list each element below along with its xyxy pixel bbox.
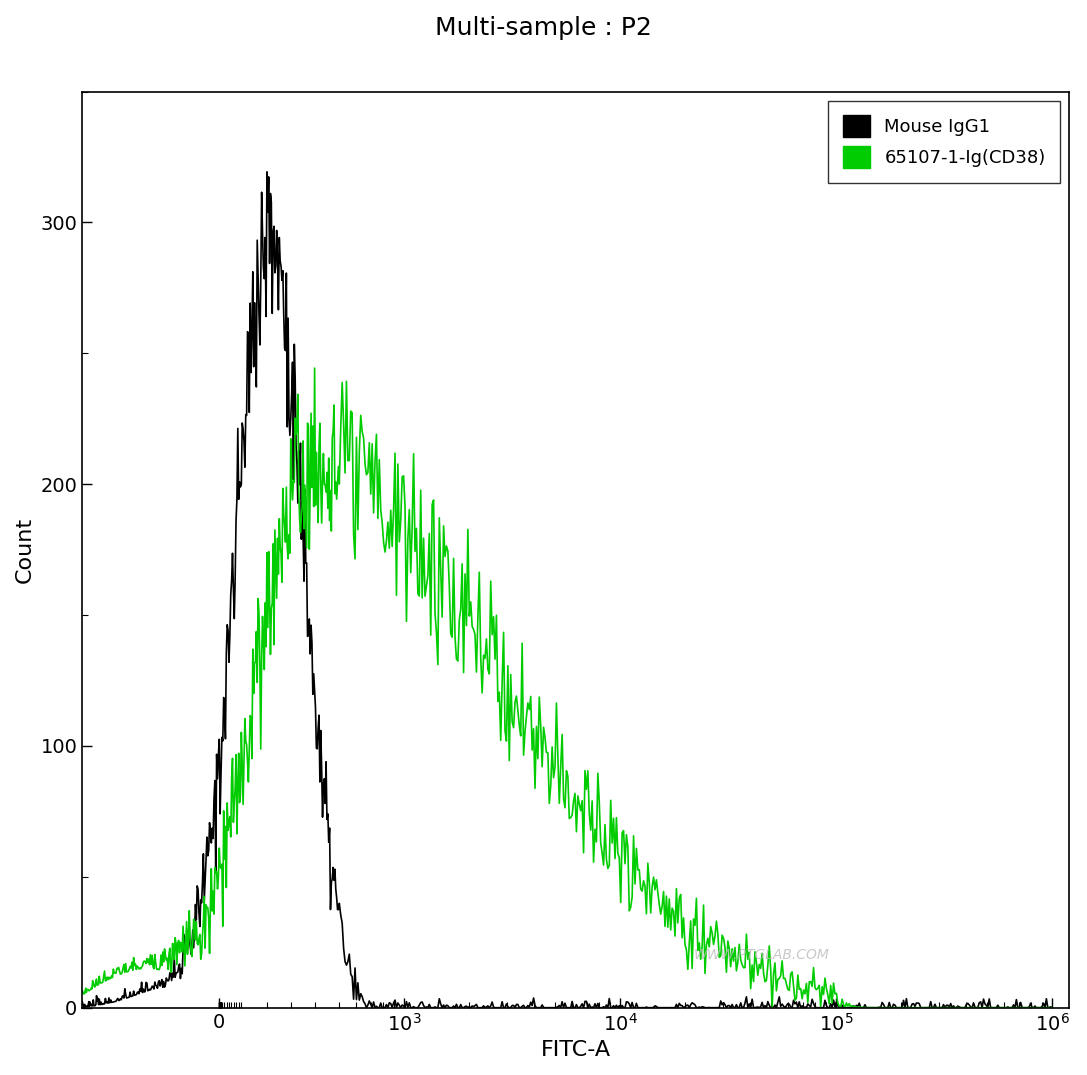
Legend: Mouse IgG1, 65107-1-Ig(CD38): Mouse IgG1, 65107-1-Ig(CD38) <box>828 101 1060 183</box>
Y-axis label: Count: Count <box>15 517 35 583</box>
X-axis label: FITC-A: FITC-A <box>540 1040 611 1060</box>
Text: WWW.PTGLAB.COM: WWW.PTGLAB.COM <box>695 948 830 962</box>
Text: Multi-sample : P2: Multi-sample : P2 <box>435 16 652 40</box>
